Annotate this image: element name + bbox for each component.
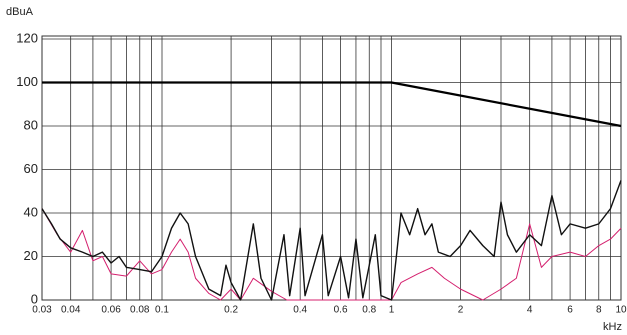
x-tick-label: 8 (596, 305, 602, 316)
y-tick-label: 60 (24, 161, 38, 176)
x-tick-label: 10 (615, 305, 627, 316)
x-tick-label: 0.03 (32, 305, 52, 316)
x-tick-label: 0.1 (155, 305, 169, 316)
x-tick-label: 0.4 (293, 305, 307, 316)
y-tick-label: 120 (16, 30, 38, 45)
y-tick-label: 80 (24, 117, 38, 132)
x-tick-label: 0.06 (101, 305, 121, 316)
x-tick-label: 0.08 (130, 305, 150, 316)
x-tick-label: 1 (389, 305, 395, 316)
y-tick-label: 100 (16, 74, 38, 89)
x-tick-label: 0.04 (61, 305, 81, 316)
plot-frame (41, 35, 622, 301)
x-tick-label: 0.6 (334, 305, 348, 316)
x-tick-label: 6 (567, 305, 573, 316)
x-axis-label: kHz (603, 321, 622, 333)
series-line (42, 81, 622, 128)
series-line (41, 180, 622, 301)
y-tick-label: 40 (24, 204, 38, 219)
x-tick-label: 2 (458, 305, 464, 316)
x-tick-label: 0.8 (362, 305, 376, 316)
y-tick-label: 20 (24, 248, 38, 263)
y-axis-label: dBuA (6, 6, 34, 18)
y-tick-label: 0 (31, 291, 38, 306)
x-tick-label: 0.2 (224, 305, 238, 316)
x-tick-label: 4 (527, 305, 533, 316)
